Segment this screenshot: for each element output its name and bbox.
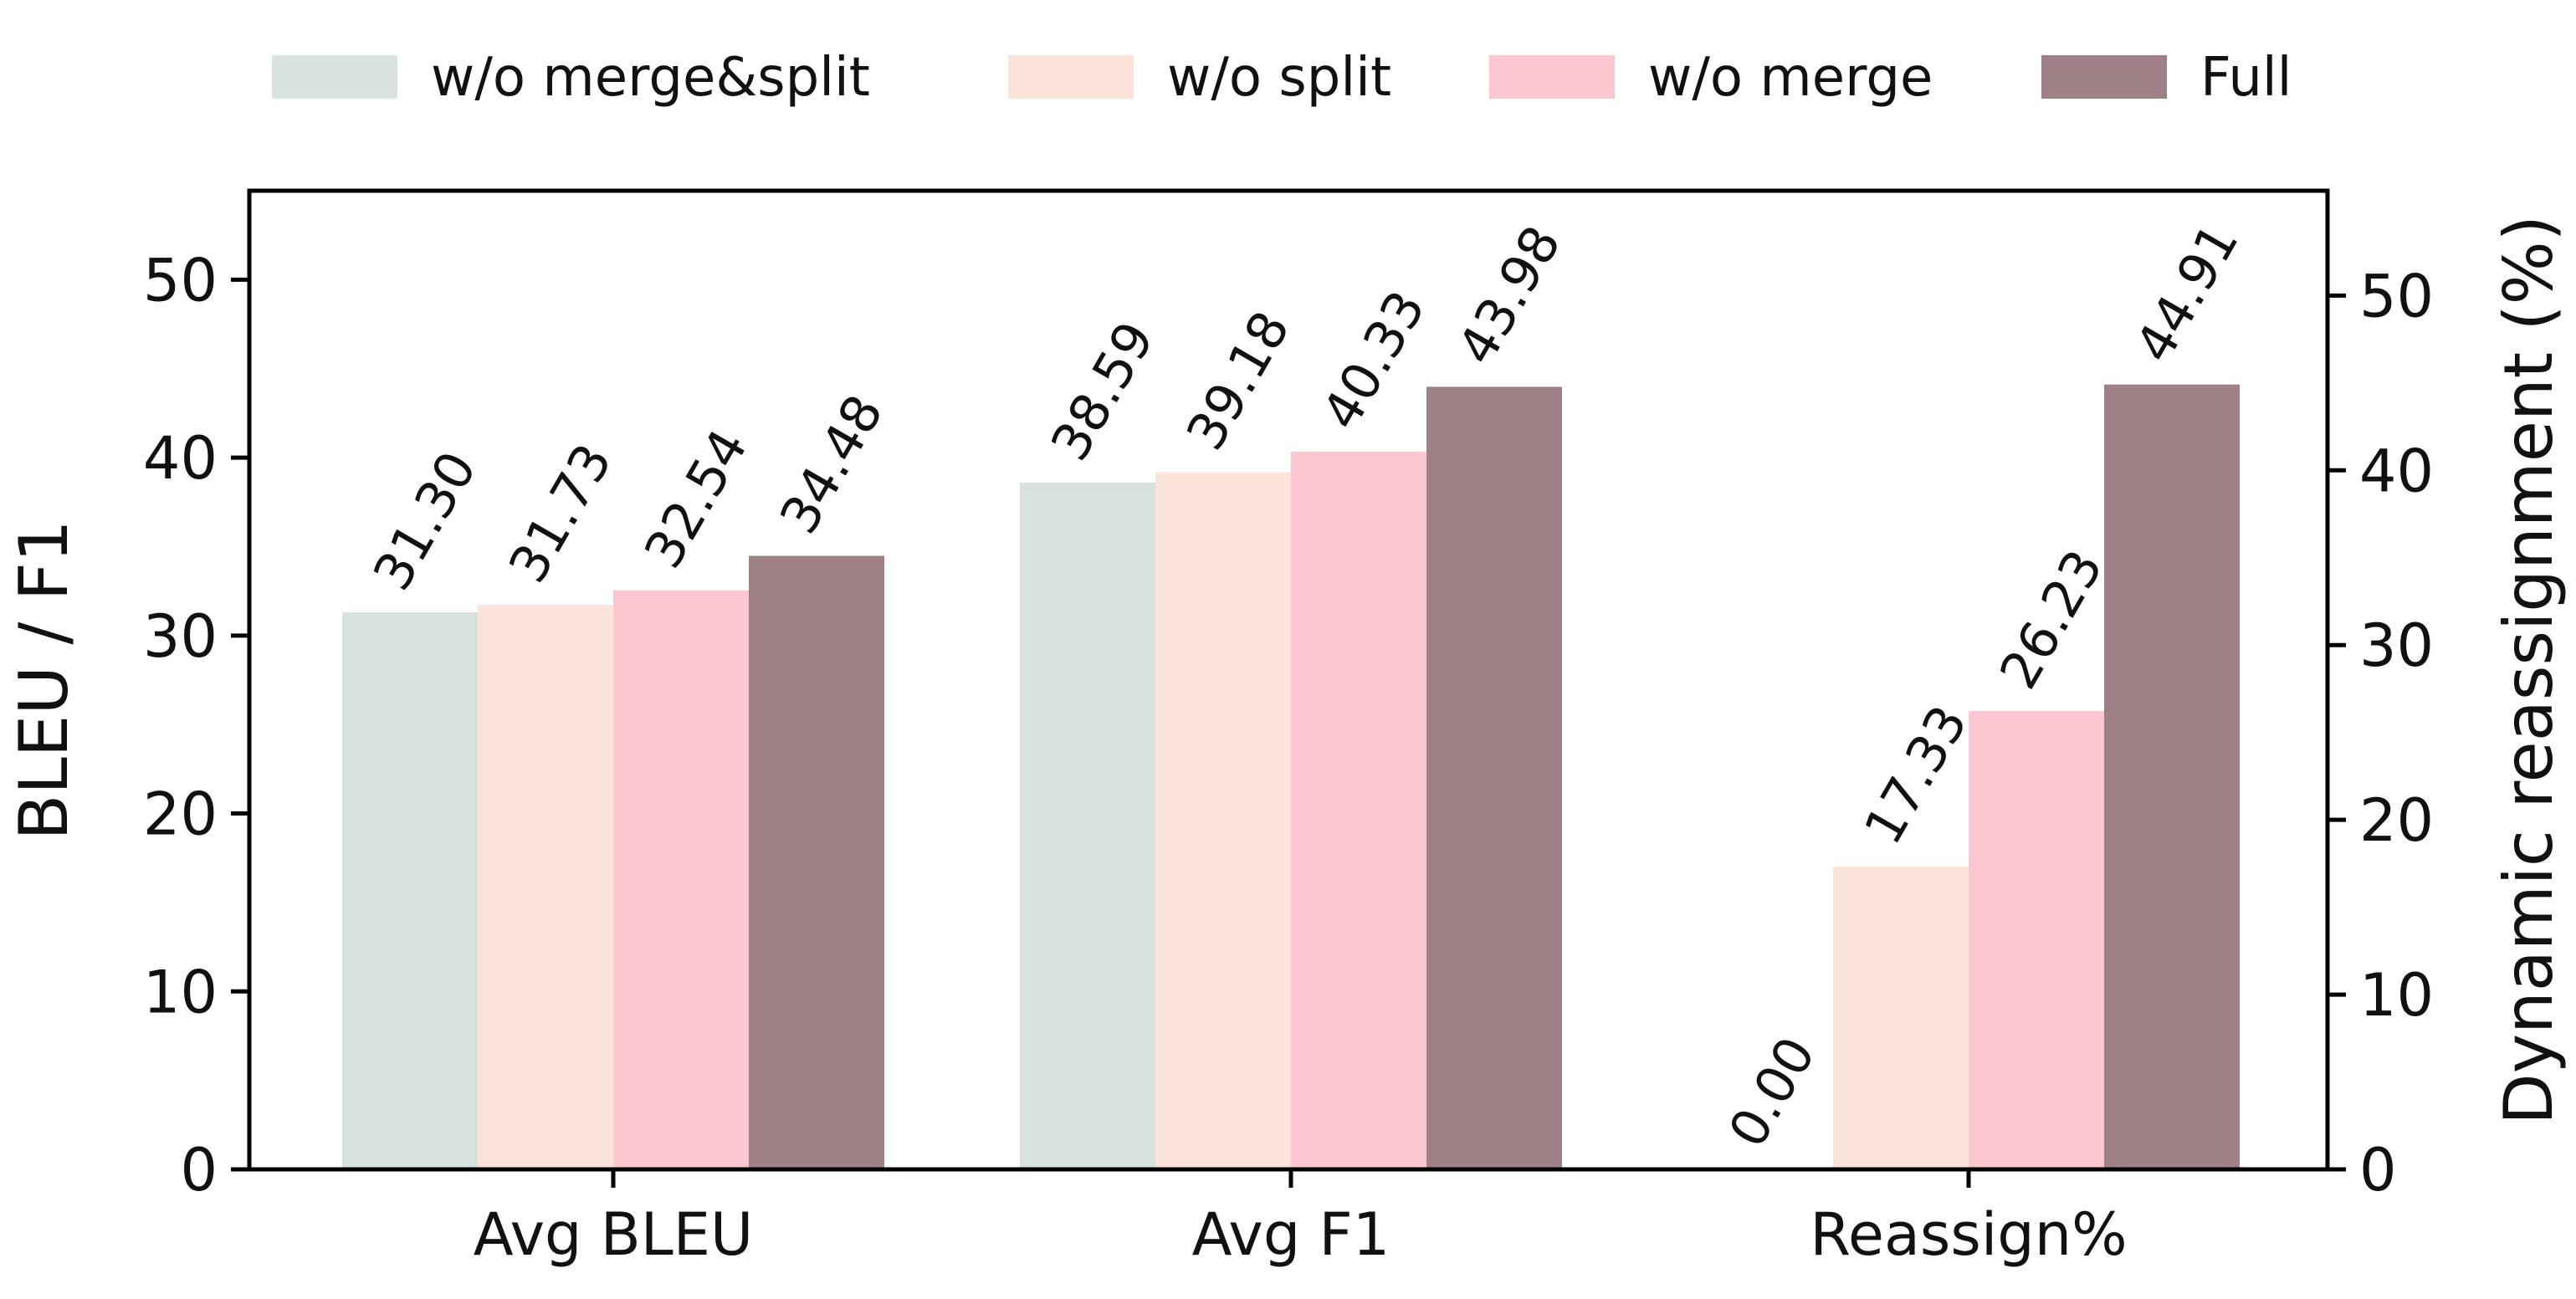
legend-label-w-o-split: w/o split — [1167, 47, 1391, 109]
bar-avg-bleu-w-o-merge-split — [342, 612, 478, 1169]
bar-avg-f1-w-o-merge-split — [1020, 483, 1155, 1169]
right-y-axis: 0 10 20 30 40 50 — [2328, 262, 2434, 1204]
plot-frame — [247, 188, 2330, 1172]
bar-reassign-full — [2104, 384, 2240, 1169]
bar-value-label: 44.91 — [2123, 213, 2251, 372]
right-y-tick-label: 40 — [2359, 437, 2434, 505]
right-y-axis-title: Dynamic reassignment (%) — [2490, 215, 2568, 1125]
left-y-tick-label: 50 — [143, 246, 218, 315]
legend: w/o merge&split w/o split w/o merge Full — [272, 47, 2292, 109]
x-tick-label: Reassign% — [1810, 1200, 2127, 1269]
bar-value-label: 17.33 — [1852, 695, 1979, 854]
bar-value-label: 26.23 — [1988, 540, 2115, 698]
bar-value-label: 32.54 — [632, 419, 760, 578]
bar-reassign-w-o-split — [1833, 866, 1969, 1169]
left-y-tick-label: 0 — [180, 1136, 218, 1204]
bar-value-label: 0.00 — [1717, 1026, 1827, 1157]
bar-value-label: 31.30 — [361, 441, 489, 600]
bar-avg-f1-w-o-split — [1155, 472, 1291, 1169]
bar-value-label: 40.33 — [1310, 280, 1437, 439]
x-axis: Avg BLEU Avg F1 Reassign% — [474, 1169, 2128, 1269]
legend-swatch-w-o-merge — [1489, 55, 1615, 99]
x-tick-label: Avg F1 — [1192, 1200, 1390, 1269]
bar-avg-bleu-w-o-split — [478, 605, 613, 1169]
right-y-tick-label: 20 — [2359, 786, 2434, 855]
bar-value-label: 31.73 — [497, 433, 624, 592]
right-y-tick-label: 10 — [2359, 961, 2434, 1030]
legend-label-w-o-merge: w/o merge — [1648, 47, 1933, 109]
legend-swatch-full — [2041, 55, 2167, 99]
bar-value-label: 39.18 — [1175, 301, 1302, 460]
legend-label-full: Full — [2200, 47, 2292, 109]
left-y-tick-label: 30 — [143, 602, 218, 671]
bars — [342, 384, 2240, 1170]
left-y-axis-title: BLEU / F1 — [5, 519, 83, 840]
left-y-tick-label: 10 — [143, 958, 218, 1026]
x-tick-label: Avg BLEU — [474, 1200, 753, 1269]
bar-avg-bleu-full — [749, 555, 884, 1169]
right-y-tick-label: 30 — [2359, 611, 2434, 680]
legend-label-w-o-merge-split: w/o merge&split — [431, 47, 870, 109]
left-y-tick-label: 40 — [143, 424, 218, 493]
bar-value-label: 43.98 — [1446, 216, 1573, 375]
right-y-tick-label: 0 — [2359, 1136, 2397, 1204]
legend-swatch-w-o-merge-split — [272, 55, 397, 99]
bar-value-label: 38.59 — [1039, 311, 1166, 470]
bar-value-label: 34.48 — [768, 385, 895, 544]
legend-swatch-w-o-split — [1008, 55, 1134, 99]
left-y-tick-label: 20 — [143, 780, 218, 849]
right-y-tick-label: 50 — [2359, 262, 2434, 330]
bar-avg-bleu-w-o-merge — [613, 590, 749, 1169]
bar-avg-f1-full — [1426, 386, 1562, 1170]
left-y-axis: 0 10 20 30 40 50 — [143, 246, 249, 1204]
bar-reassign-w-o-merge — [1969, 710, 2104, 1169]
bar-avg-f1-w-o-merge — [1291, 452, 1426, 1169]
